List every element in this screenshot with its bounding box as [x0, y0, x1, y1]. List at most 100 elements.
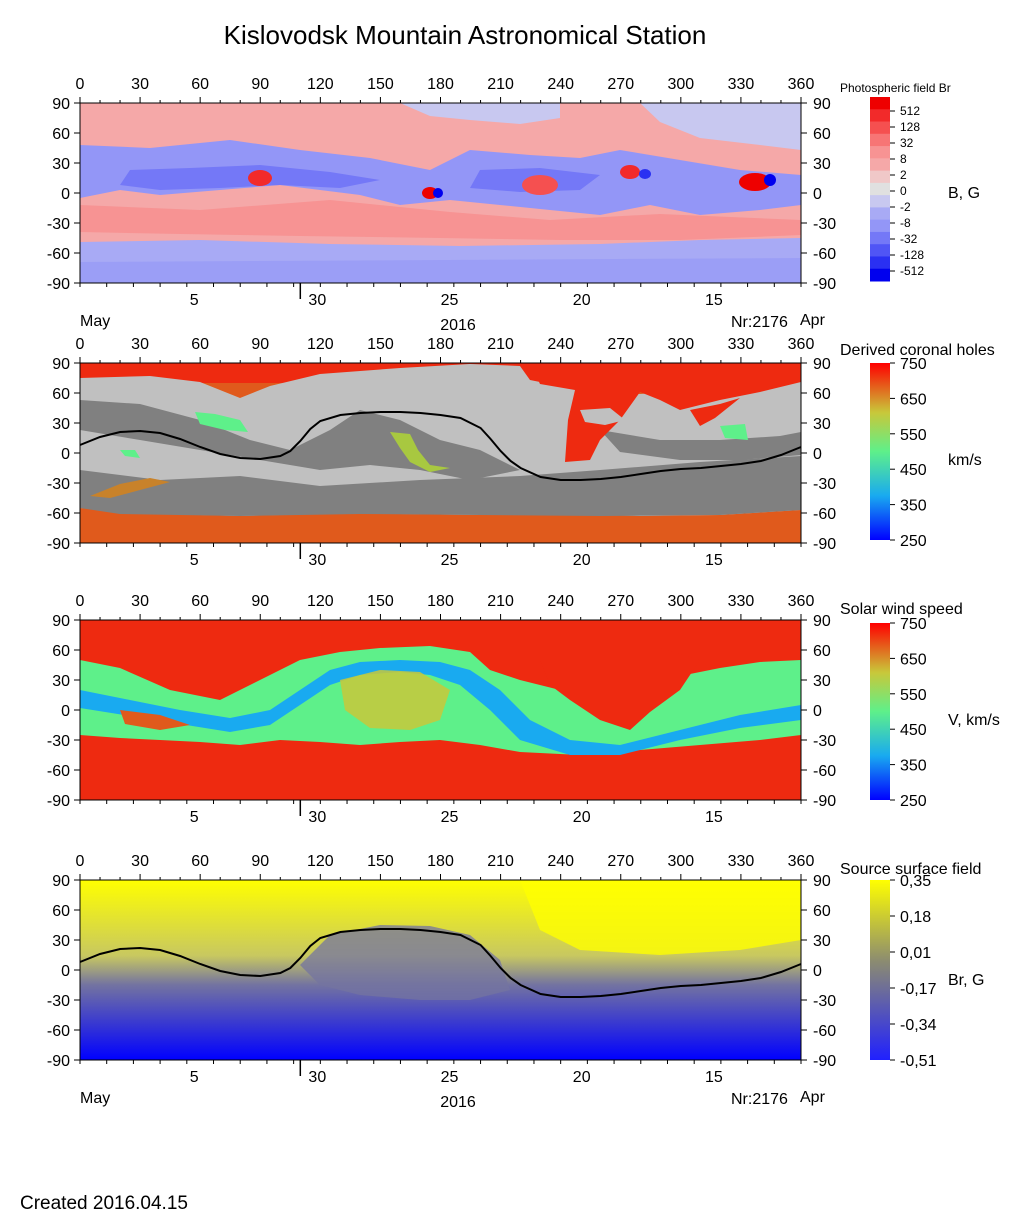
- lon-tick-label: 90: [251, 593, 269, 610]
- colorbar-tick-label: 450: [900, 722, 927, 739]
- month-label-left: May: [80, 313, 110, 330]
- photospheric-colorbar-step: [870, 133, 890, 147]
- date-tick-label: 5: [190, 1069, 199, 1086]
- photospheric-unit-label: B, G: [948, 185, 980, 202]
- lat-tick-label-left: 30: [52, 416, 70, 433]
- date-tick-label: 15: [705, 809, 723, 826]
- lon-tick-label: 300: [667, 336, 694, 353]
- lon-tick-label: 120: [307, 593, 334, 610]
- lon-tick-label: 90: [251, 853, 269, 870]
- photospheric-colorbar-step: [870, 231, 890, 245]
- lon-tick-label: 120: [307, 76, 334, 93]
- lat-tick-label-right: 0: [813, 703, 822, 720]
- ch-hole-green-1: [195, 412, 248, 432]
- date-tick-label: 25: [441, 809, 459, 826]
- lat-tick-label-right: -30: [813, 993, 836, 1010]
- lon-tick-label: 360: [788, 76, 815, 93]
- photo-neg-north2: [640, 103, 801, 150]
- lon-tick-label: 150: [367, 853, 394, 870]
- lon-tick-label: 360: [788, 593, 815, 610]
- lat-tick-label-left: 30: [52, 156, 70, 173]
- lat-tick-label-left: -30: [47, 216, 70, 233]
- lat-tick-label-right: 90: [813, 356, 831, 373]
- coronal_holes-unit-label: km/s: [948, 452, 982, 469]
- colorbar-tick-label: 350: [900, 498, 927, 515]
- lon-tick-label: 60: [191, 853, 209, 870]
- lon-tick-label: 30: [131, 593, 149, 610]
- lon-tick-label: 0: [76, 336, 85, 353]
- photo-pos-spot-1: [248, 170, 272, 186]
- colorbar-tick-label: 0: [900, 184, 907, 198]
- month-label-right: Apr: [800, 1089, 826, 1106]
- colorbar-tick-label: -8: [900, 216, 911, 230]
- sw-mid-patch-1: [340, 670, 450, 730]
- lon-tick-label: 210: [487, 336, 514, 353]
- lat-tick-label-right: 0: [813, 186, 822, 203]
- sw-fast-north-patch: [540, 648, 700, 730]
- colorbar-tick-label: -512: [900, 264, 924, 278]
- lon-tick-label: 150: [367, 76, 394, 93]
- colorbar-tick-label: 0,18: [900, 909, 931, 926]
- colorbar-tick-label: 250: [900, 533, 927, 550]
- ch-hole-green-3: [120, 450, 140, 458]
- lat-tick-label-right: 90: [813, 613, 831, 630]
- lon-tick-label: 330: [728, 336, 755, 353]
- solar-wind-panel: [79, 619, 802, 801]
- photo-neg-spot-2: [433, 188, 443, 198]
- lon-tick-label: 90: [251, 76, 269, 93]
- lon-tick-label: 330: [728, 76, 755, 93]
- photo-neg-spot-4: [764, 174, 776, 186]
- lon-tick-label: 0: [76, 853, 85, 870]
- ch-hole-gray-in-red: [580, 408, 625, 425]
- lon-tick-label: 120: [307, 853, 334, 870]
- lat-tick-label-right: -60: [813, 1023, 836, 1040]
- colorbar-tick-label: 128: [900, 120, 920, 134]
- photospheric-colorbar-step: [870, 256, 890, 270]
- colorbar-tick-label: -128: [900, 248, 924, 262]
- lat-tick-label-left: -90: [47, 793, 70, 810]
- lat-tick-label-right: 30: [813, 156, 831, 173]
- date-tick-label: 25: [441, 1069, 459, 1086]
- lon-tick-label: 210: [487, 853, 514, 870]
- photospheric-colorbar-step: [870, 182, 890, 196]
- month-label-left: May: [80, 1090, 110, 1107]
- lon-tick-label: 60: [191, 593, 209, 610]
- photospheric-field-panel: [79, 102, 802, 284]
- lat-tick-label-left: 90: [52, 613, 70, 630]
- lon-tick-label: 150: [367, 336, 394, 353]
- date-tick-label: 20: [573, 809, 591, 826]
- lon-tick-label: 30: [131, 76, 149, 93]
- photo-neg-spot-3: [639, 169, 651, 179]
- coronal_holes-legend-title: Derived coronal holes: [840, 342, 995, 359]
- lat-tick-label-right: -30: [813, 216, 836, 233]
- colorbar-tick-label: -0,34: [900, 1017, 937, 1034]
- coronal-holes-panel: [79, 362, 802, 544]
- lat-tick-label-left: 0: [61, 446, 70, 463]
- coronal-colorbar: [870, 363, 890, 540]
- photospheric-colorbar-step: [870, 219, 890, 233]
- date-tick-label: 15: [705, 292, 723, 309]
- photospheric-colorbar-step: [870, 207, 890, 221]
- date-tick-label: 30: [308, 292, 326, 309]
- photospheric-colorbar-step: [870, 244, 890, 257]
- lon-tick-label: 180: [427, 853, 454, 870]
- lat-tick-label-right: 30: [813, 416, 831, 433]
- lon-tick-label: 270: [607, 853, 634, 870]
- lat-tick-label-right: 30: [813, 933, 831, 950]
- lat-tick-label-right: -90: [813, 276, 836, 293]
- ch-dark-gray-2: [80, 456, 801, 516]
- solar-wind-colorbar: [870, 623, 890, 800]
- colorbar-tick-label: 650: [900, 391, 927, 408]
- lat-tick-label-right: 90: [813, 873, 831, 890]
- colorbar-tick-label: 32: [900, 136, 914, 150]
- lon-tick-label: 240: [547, 336, 574, 353]
- rotation-label: Nr:2176: [731, 1091, 788, 1108]
- lon-tick-label: 0: [76, 593, 85, 610]
- lon-tick-label: 60: [191, 76, 209, 93]
- ch-hole-green-5: [720, 424, 748, 440]
